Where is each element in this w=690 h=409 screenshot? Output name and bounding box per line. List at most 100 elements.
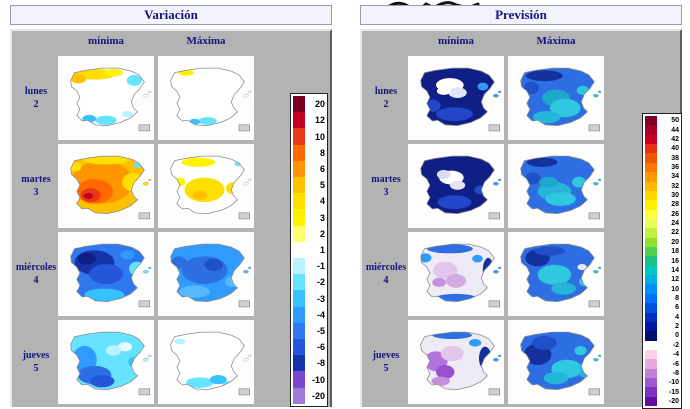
panel-title-prevision: Previsión (360, 5, 682, 25)
scale-color-swatch (645, 153, 657, 163)
spain-map (420, 331, 502, 396)
scale-value-label: -2 (316, 277, 325, 288)
scale-entry: 4 (645, 312, 679, 322)
scale-value-label: 20 (314, 99, 325, 110)
aemet-stamp (238, 300, 250, 308)
scale-color-swatch (645, 116, 657, 126)
scale-color-swatch (293, 241, 305, 259)
row-day: jueves (372, 349, 400, 361)
map-cell-minima (408, 144, 504, 228)
scale-value-label: 42 (671, 135, 679, 143)
scale-value-label: -5 (316, 325, 325, 336)
scale-value-label: -6 (672, 360, 679, 368)
scale-value-label: 8 (319, 147, 325, 158)
spain-map (520, 331, 602, 396)
scale-entry: 34 (645, 172, 679, 182)
scale-color-swatch (645, 162, 657, 173)
aemet-stamp (238, 388, 250, 396)
scale-entry: -10 (645, 378, 679, 388)
scale-entry: 30 (645, 190, 679, 201)
scale-color-swatch (645, 209, 657, 219)
scale-entry: 26 (645, 209, 679, 219)
aemet-stamp (238, 212, 250, 220)
scale-entry: 24 (645, 218, 679, 229)
scale-entry: 6 (293, 160, 325, 178)
aemet-stamp (238, 124, 250, 132)
row-day: miércoles (365, 261, 407, 273)
scale-entry: 36 (645, 162, 679, 173)
balearic-island (242, 269, 249, 274)
map-rows: lunes 2 martes 3 miércoles 4 jueves 5 (14, 54, 258, 406)
map-cell-minima (408, 320, 504, 404)
spain-map (520, 67, 602, 132)
row-label: martes 3 (14, 173, 58, 200)
scale-color-swatch (293, 290, 305, 307)
row-number: 3 (383, 187, 389, 198)
spain-map (420, 243, 502, 308)
scale-value-label: 40 (671, 145, 679, 153)
balearic-island (142, 181, 149, 186)
balearic-island (247, 354, 252, 358)
scale-value-label: 44 (671, 126, 679, 134)
scale-entry: -3 (293, 290, 325, 307)
map-row: jueves 5 (14, 318, 258, 406)
scale-entry: 5 (293, 177, 325, 194)
scale-color-swatch (293, 371, 305, 388)
scale-color-swatch (293, 160, 305, 178)
aemet-stamp (488, 388, 500, 396)
scale-area: 50 44 42 40 38 36 34 32 30 28 26 24 22 20 18 16 14 12 10 8 6… (608, 31, 682, 409)
scale-color-swatch (645, 368, 657, 379)
balearic-island (492, 181, 499, 186)
scale-value-label: -3 (316, 293, 325, 304)
scale-entry: 44 (645, 125, 679, 135)
map-grid: mínima Máxima lunes 2 martes 3 miércoles 4 jue… (12, 31, 258, 407)
scale-color-swatch (645, 340, 657, 350)
scale-entry: 42 (645, 134, 679, 145)
scale-entry: 38 (645, 153, 679, 163)
row-number: 5 (33, 363, 39, 374)
balearic-island (497, 178, 502, 182)
aemet-stamp (138, 300, 150, 308)
scale-color-swatch (645, 125, 657, 135)
scale-entry: -20 (645, 396, 679, 407)
map-cell-maxima (158, 56, 254, 140)
row-number: 5 (383, 363, 389, 374)
balearic-island (247, 90, 252, 94)
balearic-island (497, 354, 502, 358)
scale-value-label: -10 (311, 374, 325, 385)
spain-map (520, 155, 602, 220)
scale-color-swatch (645, 237, 657, 248)
scale-value-label: 28 (671, 201, 679, 209)
aemet-stamp (488, 212, 500, 220)
spain-map (170, 67, 252, 132)
scale-color-swatch (293, 112, 305, 129)
map-cell-minima (58, 56, 154, 140)
row-label: lunes 2 (14, 85, 58, 112)
scale-entry: 12 (645, 275, 679, 285)
map-cell-maxima (158, 320, 254, 404)
scale-color-swatch (293, 274, 305, 291)
scale-value-label: -4 (672, 351, 679, 359)
map-row: miércoles 4 (14, 230, 258, 318)
scale-value-label: 4 (319, 196, 325, 207)
scale-entry: 14 (645, 265, 679, 276)
map-row: martes 3 (364, 142, 608, 230)
balearic-island (147, 90, 152, 94)
balearic-island (242, 357, 249, 362)
scale-entry: 8 (293, 144, 325, 161)
panel-prevision: mínima Máxima lunes 2 martes 3 miércoles 4 jue… (360, 29, 682, 409)
scale-value-label: 2 (319, 228, 325, 239)
scale-value-label: 12 (671, 276, 679, 284)
scale-color-swatch (645, 284, 657, 294)
scale-value-label: 32 (671, 182, 679, 190)
map-cell-maxima (508, 320, 604, 404)
scale-color-swatch (645, 349, 657, 360)
scale-value-label: 10 (671, 285, 679, 293)
spain-map (170, 243, 252, 308)
row-day: lunes (374, 85, 398, 97)
column-headers: mínima Máxima (364, 35, 608, 50)
scale-color-swatch (293, 144, 305, 161)
scale-value-label: 14 (671, 266, 679, 274)
scale-color-swatch (293, 322, 305, 340)
